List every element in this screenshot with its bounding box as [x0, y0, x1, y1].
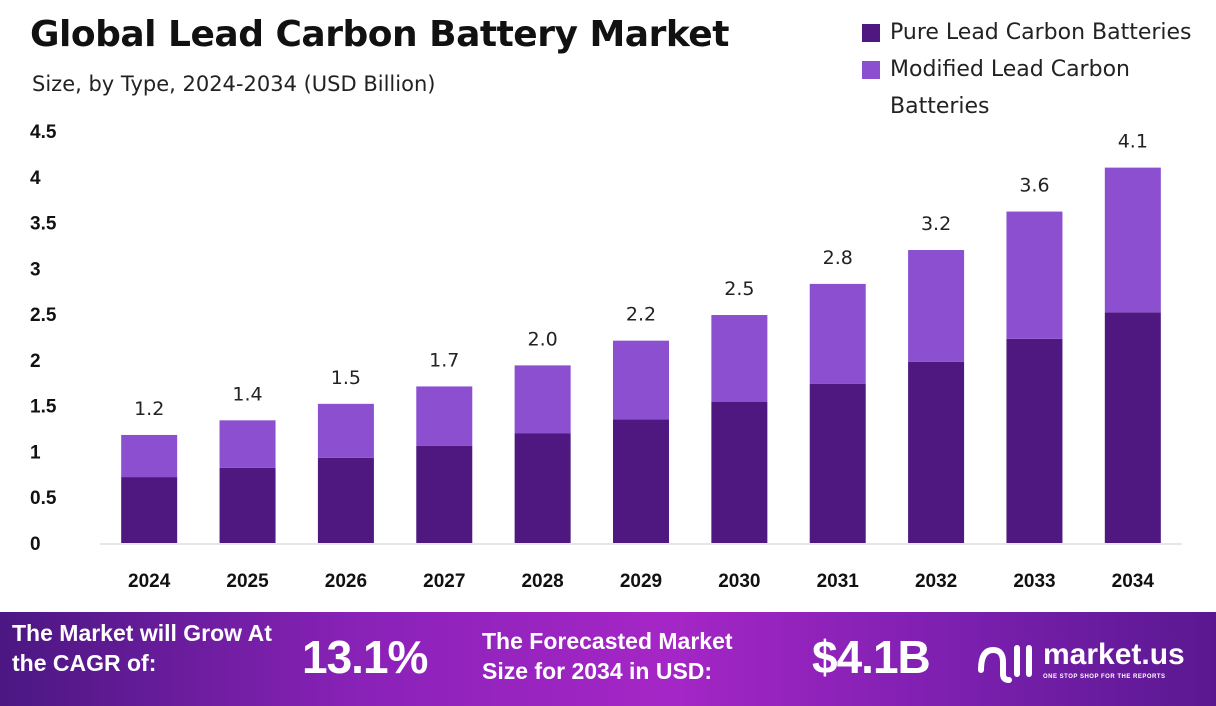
forecast-text: The Forecasted Market Size for 2034 in U…	[482, 628, 733, 684]
logo-tagline: ONE STOP SHOP FOR THE REPORTS	[1043, 674, 1166, 680]
bar-segment-pure	[219, 467, 276, 543]
bar-segment-pure	[1006, 338, 1063, 543]
cagr-value: 13.1%	[302, 631, 428, 683]
market-us-logo: market.us ONE STOP SHOP FOR THE REPORTS	[975, 638, 1185, 689]
x-tick-label: 2027	[423, 571, 465, 592]
x-tick-label: 2032	[915, 571, 957, 592]
x-tick-label: 2024	[128, 571, 171, 592]
bar-total-label: 1.4	[232, 383, 262, 405]
bar-chart: 0 0.5 1 1.5 2 2.5 3 3.5 4 4.5 1.2 2024 1.4 2025 1.5 202…	[30, 122, 1182, 592]
bar-segment-pure	[613, 419, 669, 543]
legend-label-modified: Modified Lead Carbon Batteries	[890, 57, 1130, 119]
y-tick-label: 0	[30, 534, 41, 555]
bar-segment-modified	[514, 365, 571, 434]
x-tick-label: 2030	[718, 571, 760, 592]
x-tick-label: 2025	[226, 571, 269, 592]
bar-total-label: 3.6	[1019, 175, 1049, 197]
bar-total-label: 3.2	[921, 213, 951, 235]
bar-total-label: 2.8	[823, 247, 853, 269]
bar-segment-modified	[219, 420, 276, 468]
logo-name: market.us	[1043, 638, 1185, 671]
y-tick-label: 4.5	[30, 122, 57, 143]
summary-banner: The Market will Grow At the CAGR of: 13.…	[0, 612, 1216, 706]
x-tick-label: 2033	[1013, 571, 1055, 592]
logo-icon	[978, 645, 1032, 683]
bar-total-label: 1.5	[331, 367, 361, 389]
bar-total-label: 2.5	[724, 278, 754, 300]
x-tick-label: 2034	[1112, 571, 1155, 592]
bar-segment-pure	[317, 457, 374, 543]
legend-item-modified: Modified Lead Carbon Batteries	[862, 51, 1210, 125]
bar-segment-pure	[711, 402, 768, 543]
bar-segment-modified	[416, 386, 473, 446]
bar-segment-pure	[809, 383, 866, 543]
forecast-value: $4.1B	[812, 631, 931, 683]
bar-segment-modified	[613, 340, 669, 420]
legend: Pure Lead Carbon Batteries Modified Lead…	[862, 14, 1210, 125]
cagr-text: The Market will Grow At the CAGR of:	[12, 620, 272, 676]
bar-segment-pure	[121, 477, 178, 543]
y-tick-label: 1.5	[30, 397, 57, 418]
y-tick-label: 2.5	[30, 305, 57, 326]
y-tick-label: 4	[30, 168, 41, 189]
x-tick-label: 2026	[325, 571, 367, 592]
y-tick-label: 0.5	[30, 488, 57, 509]
bar-segment-modified	[1006, 211, 1063, 339]
x-tick-label: 2031	[817, 571, 860, 592]
bar-segment-pure	[908, 361, 965, 543]
y-tick-label: 1	[30, 442, 41, 463]
chart-title: Global Lead Carbon Battery Market	[30, 14, 729, 55]
bar-total-label: 4.1	[1118, 131, 1148, 153]
bar-segment-pure	[514, 433, 571, 543]
bar-total-label: 2.2	[626, 304, 656, 326]
y-tick-label: 3.5	[30, 214, 57, 235]
bar-total-label: 2.0	[528, 328, 558, 350]
bar-segment-modified	[809, 283, 866, 384]
bar-segment-modified	[908, 250, 965, 362]
bar-segment-pure	[1104, 312, 1161, 543]
legend-item-pure: Pure Lead Carbon Batteries	[862, 14, 1210, 51]
bar-segment-modified	[121, 434, 178, 478]
chart-subtitle: Size, by Type, 2024-2034 (USD Billion)	[32, 72, 436, 96]
x-tick-label: 2028	[521, 571, 563, 592]
bar-segment-modified	[711, 315, 768, 403]
bar-total-label: 1.2	[134, 398, 164, 420]
x-tick-label: 2029	[620, 571, 662, 592]
bar-segment-pure	[416, 445, 473, 543]
legend-swatch-modified	[862, 61, 880, 79]
bar-segment-modified	[1104, 167, 1161, 313]
bar-total-label: 1.7	[429, 349, 459, 371]
y-tick-label: 3	[30, 259, 41, 280]
legend-label-pure: Pure Lead Carbon Batteries	[890, 20, 1192, 45]
y-tick-label: 2	[30, 351, 41, 372]
bar-segment-modified	[317, 403, 374, 458]
legend-swatch-pure	[862, 24, 880, 42]
